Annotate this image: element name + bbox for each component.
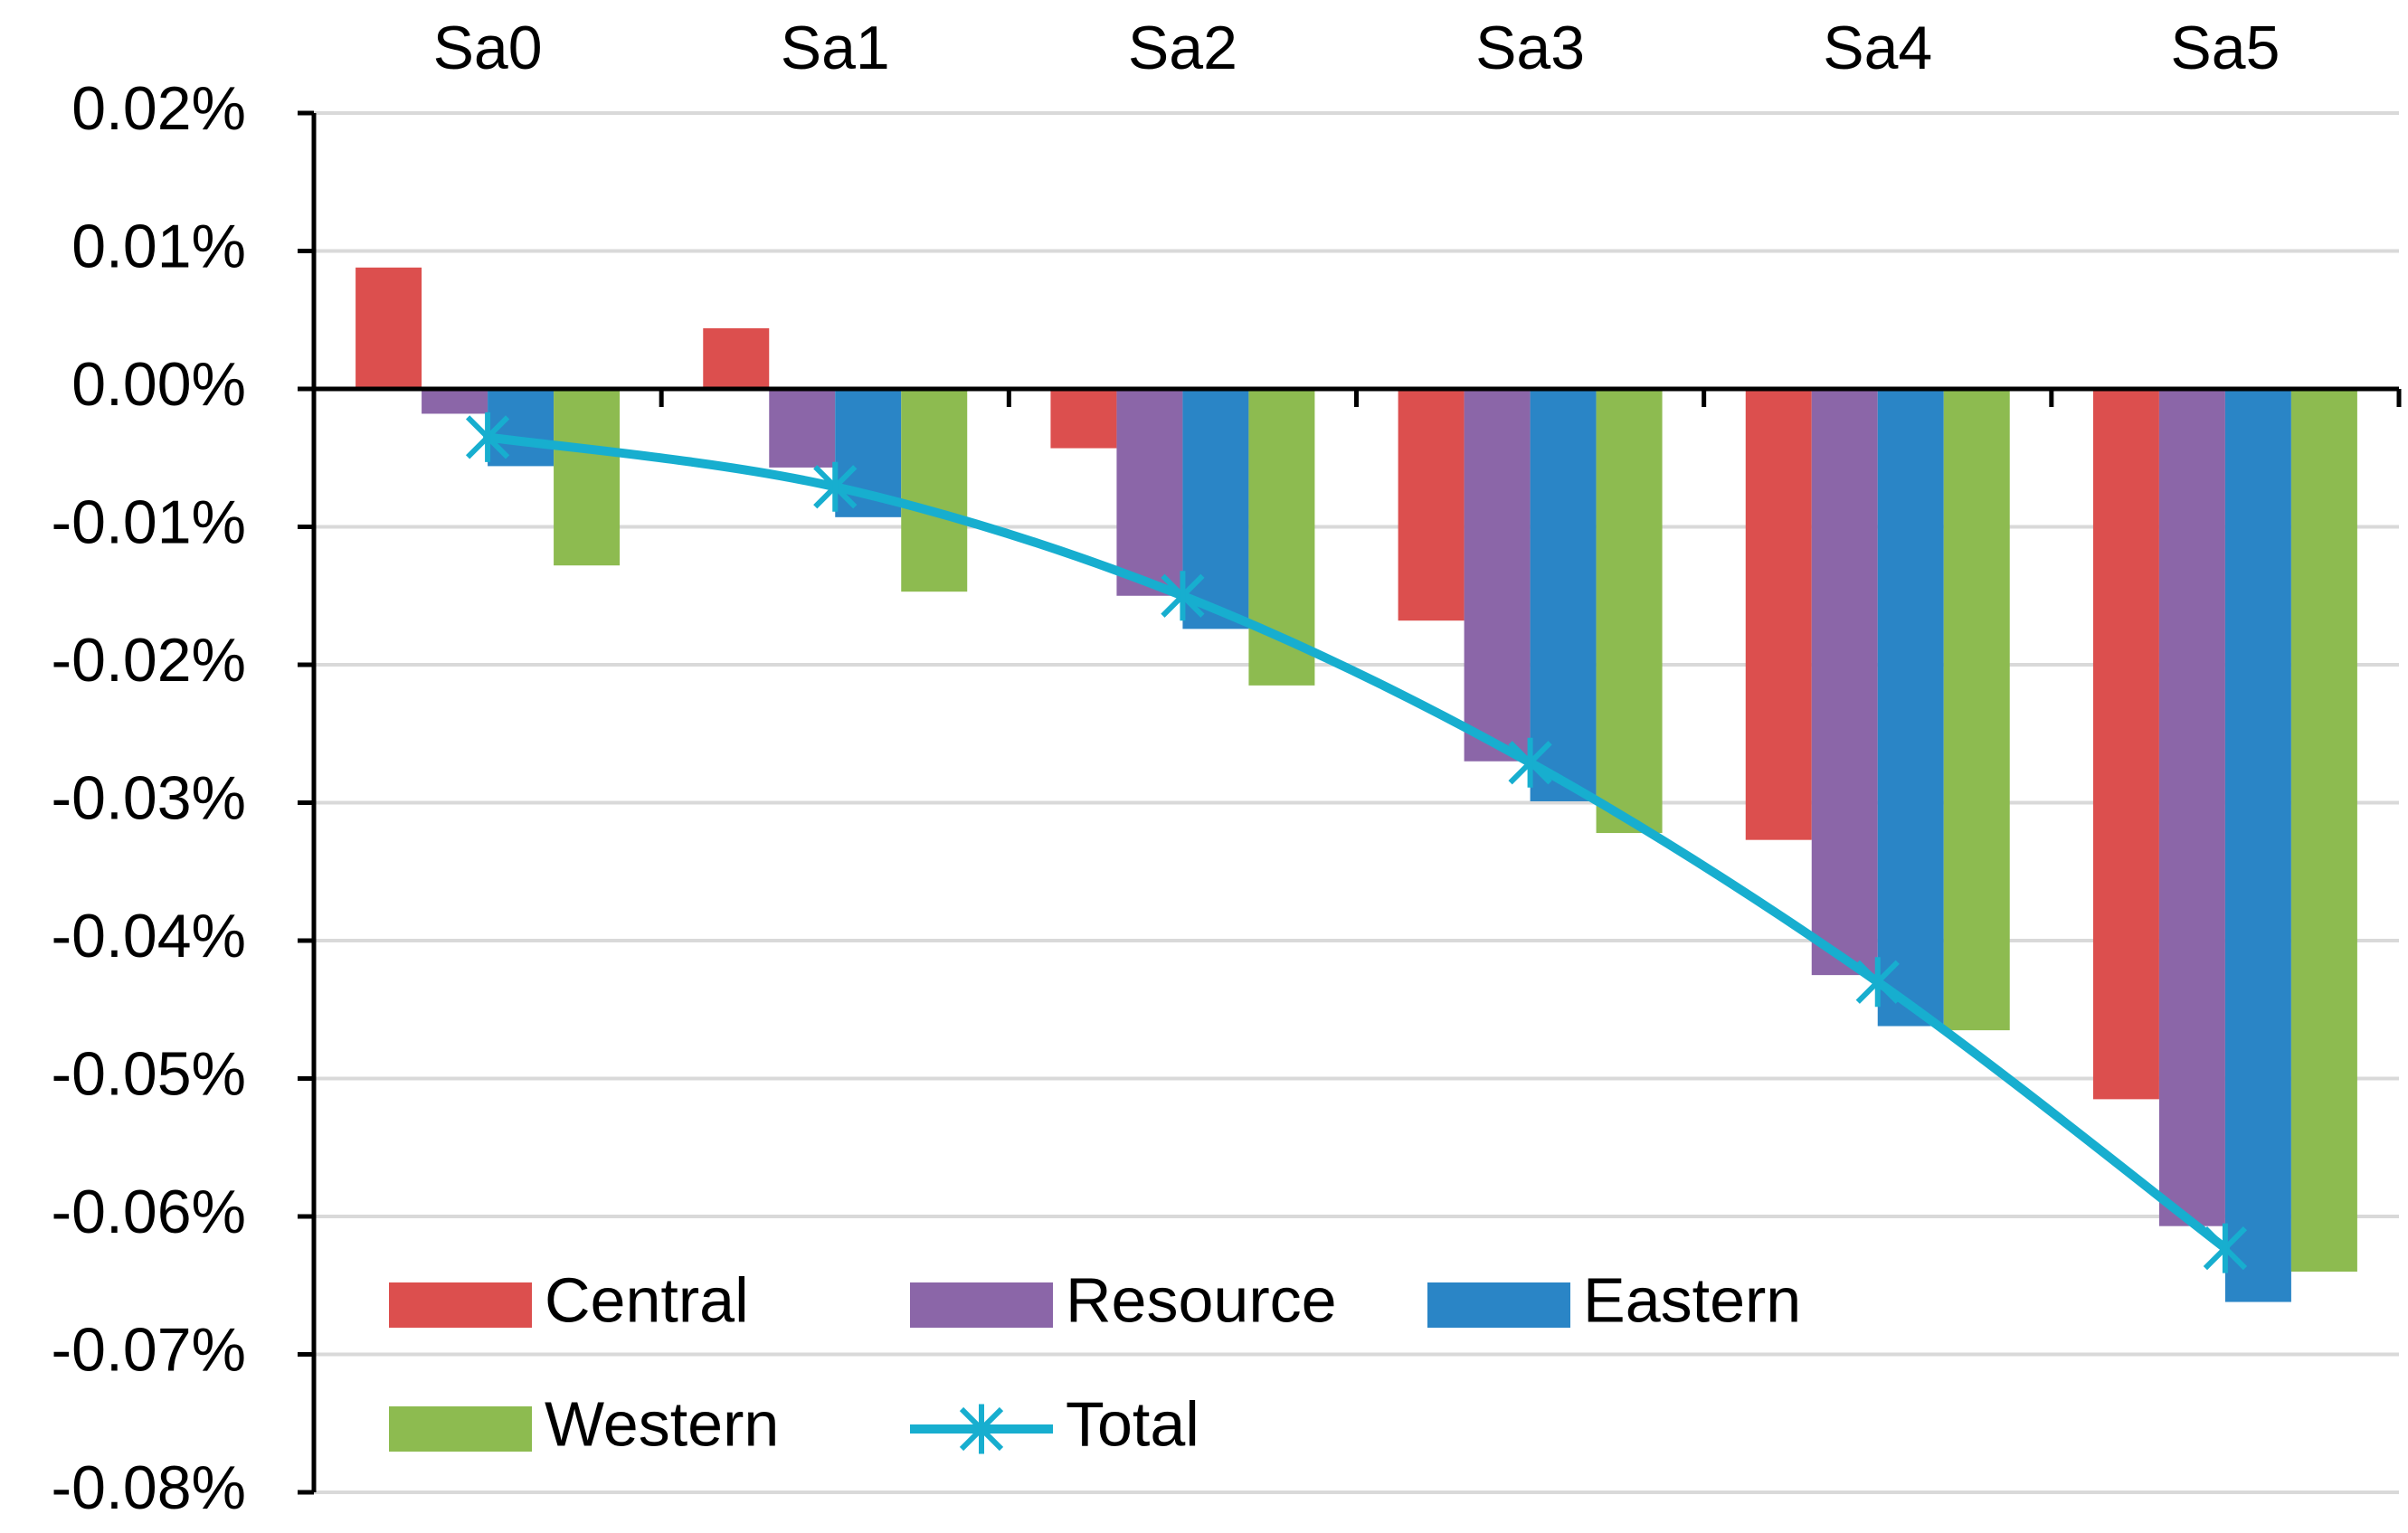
total-marker-sa3 bbox=[1508, 737, 1552, 788]
legend-swatch-eastern bbox=[1427, 1282, 1570, 1328]
legend: Central Resource Eastern Western Total bbox=[389, 1264, 1801, 1459]
bar-resource-sa1 bbox=[769, 389, 836, 468]
y-tick-label: -0.03% bbox=[52, 763, 246, 832]
x-tick-label-sa5: Sa5 bbox=[2170, 14, 2280, 82]
x-tick-label-sa0: Sa0 bbox=[433, 14, 543, 82]
y-tick-label: -0.04% bbox=[52, 902, 246, 970]
legend-item-western: Western bbox=[389, 1388, 779, 1459]
legend-label-resource: Resource bbox=[1066, 1264, 1337, 1335]
x-tick-label-sa4: Sa4 bbox=[1823, 14, 1932, 82]
y-tick-label: -0.02% bbox=[52, 626, 246, 695]
bar-eastern-sa5 bbox=[2224, 389, 2291, 1302]
y-tick-label: 0.01% bbox=[71, 212, 246, 280]
y-tick-label: 0.02% bbox=[71, 74, 246, 143]
legend-label-central: Central bbox=[545, 1264, 749, 1335]
legend-swatch-resource bbox=[910, 1282, 1053, 1328]
tick-labels: 0.02% 0.01% 0.00% -0.01% -0.02% -0.03% -0.04% -… bbox=[52, 14, 2280, 1522]
bar-resource-sa5 bbox=[2158, 389, 2225, 1226]
legend-label-total: Total bbox=[1066, 1388, 1199, 1459]
total-marker-sa4 bbox=[1855, 957, 1900, 1008]
legend-marker-total bbox=[959, 1404, 1004, 1454]
legend-label-eastern: Eastern bbox=[1583, 1264, 1801, 1335]
total-marker-sa0 bbox=[465, 412, 510, 462]
legend-item-eastern: Eastern bbox=[1427, 1264, 1801, 1335]
total-line-layer bbox=[465, 412, 2248, 1273]
bar-resource-sa3 bbox=[1464, 389, 1531, 762]
bar-eastern-sa3 bbox=[1530, 389, 1597, 801]
y-tick-label: -0.05% bbox=[52, 1039, 246, 1108]
legend-label-western: Western bbox=[545, 1388, 779, 1459]
total-marker-sa5 bbox=[2203, 1223, 2248, 1273]
bars bbox=[356, 267, 2357, 1302]
bar-central-sa0 bbox=[356, 267, 422, 389]
x-tick-label-sa3: Sa3 bbox=[1475, 14, 1585, 82]
y-tick-label: -0.08% bbox=[52, 1453, 246, 1522]
bar-western-sa5 bbox=[2290, 389, 2357, 1272]
bar-resource-sa2 bbox=[1116, 389, 1183, 596]
bar-western-sa0 bbox=[554, 389, 621, 566]
bar-central-sa2 bbox=[1050, 389, 1117, 449]
bar-central-sa5 bbox=[2092, 389, 2159, 1100]
bar-western-sa4 bbox=[1943, 389, 2010, 1031]
legend-swatch-western bbox=[389, 1406, 532, 1452]
bar-central-sa3 bbox=[1398, 389, 1465, 621]
total-line bbox=[483, 432, 2230, 1254]
legend-item-central: Central bbox=[389, 1264, 749, 1335]
bar-western-sa1 bbox=[901, 389, 968, 592]
bar-eastern-sa4 bbox=[1877, 389, 1944, 1027]
bar-resource-sa4 bbox=[1811, 389, 1878, 976]
bar-central-sa4 bbox=[1745, 389, 1812, 840]
bar-central-sa1 bbox=[703, 327, 770, 389]
y-tick-label: 0.00% bbox=[71, 350, 246, 419]
total-marker-sa1 bbox=[813, 461, 858, 512]
legend-item-resource: Resource bbox=[910, 1264, 1337, 1335]
y-tick-label: -0.06% bbox=[52, 1178, 246, 1246]
x-tick-label-sa2: Sa2 bbox=[1128, 14, 1237, 82]
axes bbox=[298, 110, 2402, 1495]
bar-resource-sa0 bbox=[422, 389, 488, 414]
y-tick-label: -0.01% bbox=[52, 487, 246, 556]
legend-item-total: Total bbox=[910, 1388, 1199, 1459]
x-tick-label-sa1: Sa1 bbox=[781, 14, 890, 82]
bar-eastern-sa2 bbox=[1182, 389, 1249, 629]
legend-swatch-central bbox=[389, 1282, 532, 1328]
bar-western-sa3 bbox=[1596, 389, 1663, 834]
total-marker-sa2 bbox=[1161, 571, 1205, 621]
y-tick-label: -0.07% bbox=[52, 1315, 246, 1384]
